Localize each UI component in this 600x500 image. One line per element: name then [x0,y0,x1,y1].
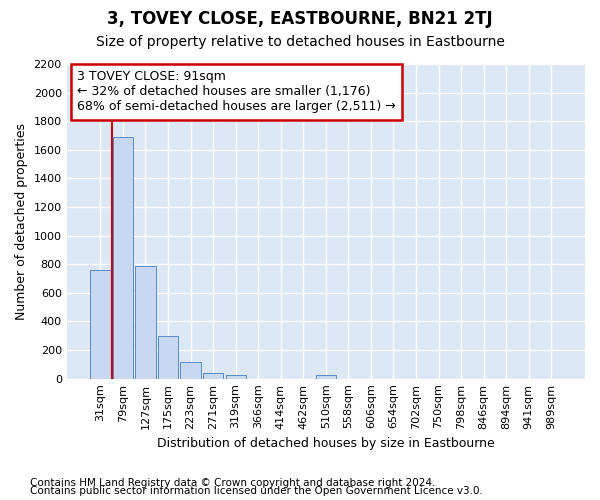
Bar [136,266,155,378]
Bar [203,373,223,378]
Text: Contains public sector information licensed under the Open Government Licence v3: Contains public sector information licen… [30,486,483,496]
Bar [226,374,246,378]
Y-axis label: Number of detached properties: Number of detached properties [15,123,28,320]
Text: Size of property relative to detached houses in Eastbourne: Size of property relative to detached ho… [95,35,505,49]
Text: 3 TOVEY CLOSE: 91sqm
← 32% of detached houses are smaller (1,176)
68% of semi-de: 3 TOVEY CLOSE: 91sqm ← 32% of detached h… [77,70,396,114]
Bar [316,375,336,378]
Text: Contains HM Land Registry data © Crown copyright and database right 2024.: Contains HM Land Registry data © Crown c… [30,478,436,488]
Text: 3, TOVEY CLOSE, EASTBOURNE, BN21 2TJ: 3, TOVEY CLOSE, EASTBOURNE, BN21 2TJ [107,10,493,28]
Bar [181,362,201,378]
Bar [113,137,133,378]
X-axis label: Distribution of detached houses by size in Eastbourne: Distribution of detached houses by size … [157,437,495,450]
Bar [158,336,178,378]
Bar [90,270,110,378]
